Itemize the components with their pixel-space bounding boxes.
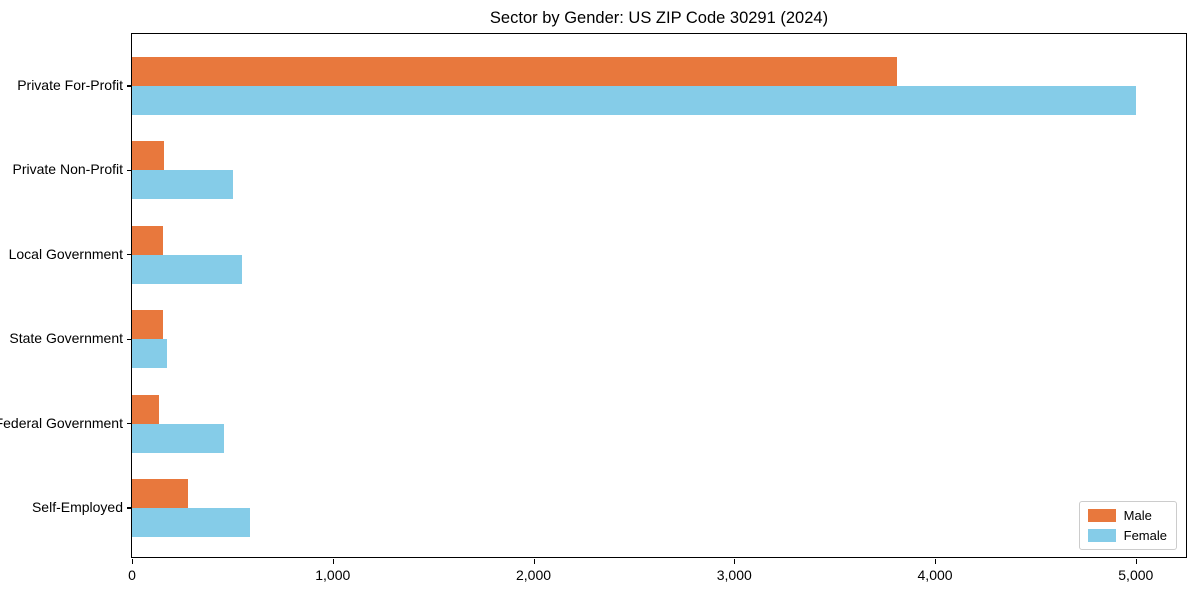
legend-entry-male: Male <box>1087 508 1167 523</box>
y-tick-label-private-for-profit: Private For-Profit <box>17 77 123 93</box>
x-tick-label-1000: 1,000 <box>315 567 351 583</box>
bar-female-state-government <box>132 339 168 369</box>
y-tick-label-federal-government: Federal Government <box>0 414 123 431</box>
chart-title: Sector by Gender: US ZIP Code 30291 (202… <box>489 9 829 27</box>
x-tick-label-4000: 4,000 <box>917 567 953 583</box>
y-tick-mark <box>127 254 132 256</box>
y-tick-mark <box>127 507 132 509</box>
x-tick-mark <box>132 559 134 564</box>
y-tick-mark <box>127 85 132 87</box>
bar-female-local-government <box>132 254 243 284</box>
bar-male-private-for-profit <box>132 57 897 86</box>
x-tick-label-2000: 2,000 <box>515 567 552 583</box>
y-tick-label-local-government: Local Government <box>8 245 123 262</box>
bar-male-federal-government <box>132 394 160 424</box>
x-tick-mark <box>1135 559 1137 564</box>
bar-male-local-government <box>132 225 164 255</box>
y-tick-mark <box>127 338 132 340</box>
y-tick-mark <box>127 423 132 425</box>
y-tick-mark <box>127 169 132 171</box>
x-tick-mark <box>935 559 937 564</box>
bars-layer <box>132 34 1186 557</box>
bar-male-self-employed <box>132 479 189 508</box>
legend-swatch-female <box>1087 529 1116 542</box>
x-tick-mark <box>332 559 334 564</box>
x-tick-label-3000: 3,000 <box>716 567 752 583</box>
bar-male-private-non-profit <box>132 141 165 171</box>
axis-layer: Private For-Profit Private Non-Profit Loca… <box>0 34 1186 583</box>
legend: Male Female <box>1078 501 1177 550</box>
legend-label-male: Male <box>1123 508 1152 523</box>
bar-female-self-employed <box>132 508 251 537</box>
x-tick-label-0: 0 <box>128 567 136 583</box>
y-tick-label-private-non-profit: Private Non-Profit <box>12 161 123 178</box>
bar-female-private-non-profit <box>132 170 234 200</box>
y-tick-label-self-employed: Self-Employed <box>31 499 123 515</box>
legend-swatch-male <box>1087 509 1116 522</box>
bar-female-federal-government <box>132 423 225 453</box>
legend-entry-female: Female <box>1087 528 1167 543</box>
legend-label-female: Female <box>1123 528 1167 543</box>
plot-area: Private For-Profit Private Non-Profit Loca… <box>0 33 1187 583</box>
bar-female-private-for-profit <box>132 86 1136 115</box>
y-tick-label-state-government: State Government <box>9 330 123 347</box>
x-tick-mark <box>734 559 736 564</box>
x-tick-label-5000: 5,000 <box>1118 567 1154 583</box>
bar-male-state-government <box>132 310 164 340</box>
x-tick-mark <box>533 559 535 564</box>
